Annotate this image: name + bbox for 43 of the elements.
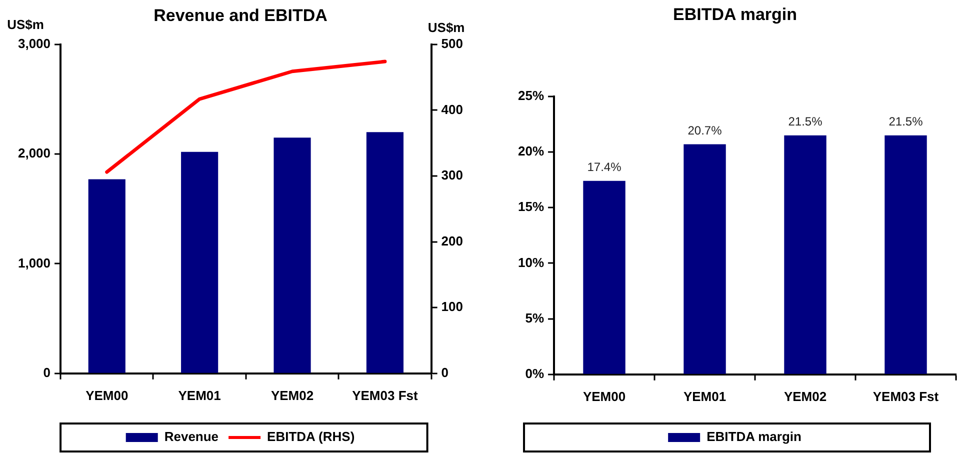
y-tick-label: 15%	[518, 199, 544, 214]
data-label: 20.7%	[688, 124, 722, 138]
y-tick-label: 0%	[525, 366, 544, 381]
y-tick-label: 25%	[518, 88, 544, 103]
data-label: 21.5%	[788, 114, 823, 129]
bar	[684, 144, 726, 374]
y-tick-label: 10%	[518, 254, 544, 270]
x-tick-label: YEM02	[270, 388, 314, 403]
y2-tick-label: 0	[441, 364, 449, 380]
x-tick-label: YEM01	[683, 388, 726, 404]
y-tick-label: 2,000	[18, 146, 51, 161]
data-label: 21.5%	[888, 114, 924, 129]
y2-tick-label: 100	[441, 299, 464, 314]
bar	[88, 179, 126, 373]
y-tick-label: 3,000	[18, 36, 51, 51]
y2-tick-label: 500	[441, 36, 464, 51]
bar	[274, 138, 311, 373]
bar	[884, 135, 927, 374]
x-tick-label: YEM01	[178, 388, 221, 403]
y-tick-label: 1,000	[18, 255, 51, 270]
x-tick-label: YEM00	[582, 388, 626, 404]
legend-label: EBITDA margin	[706, 429, 802, 444]
bar	[583, 180, 626, 374]
x-tick-label: YEM03 Fst	[872, 388, 940, 404]
y-tick-label: 0	[43, 364, 51, 380]
y2-tick-label: 200	[441, 233, 464, 248]
y2-axis-title: US$m	[428, 20, 465, 35]
data-label: 17.4%	[587, 160, 622, 174]
bar	[784, 135, 826, 374]
y-axis-title: US$m	[7, 16, 44, 32]
x-tick-label: YEM00	[86, 388, 128, 403]
y2-tick-label: 300	[441, 168, 464, 183]
legend-label: Revenue	[164, 429, 219, 444]
x-tick-label: YEM02	[784, 388, 827, 404]
bar	[181, 152, 218, 373]
y2-tick-label: 400	[441, 102, 464, 117]
chart-title: Revenue and EBITDA	[154, 6, 328, 25]
bar	[366, 132, 404, 373]
x-tick-label: YEM03 Fst	[352, 388, 418, 403]
legend-label: EBITDA (RHS)	[267, 429, 355, 444]
chart-title: EBITDA margin	[672, 4, 798, 24]
y-tick-label: 20%	[518, 144, 544, 159]
y-tick-label: 5%	[525, 310, 544, 326]
